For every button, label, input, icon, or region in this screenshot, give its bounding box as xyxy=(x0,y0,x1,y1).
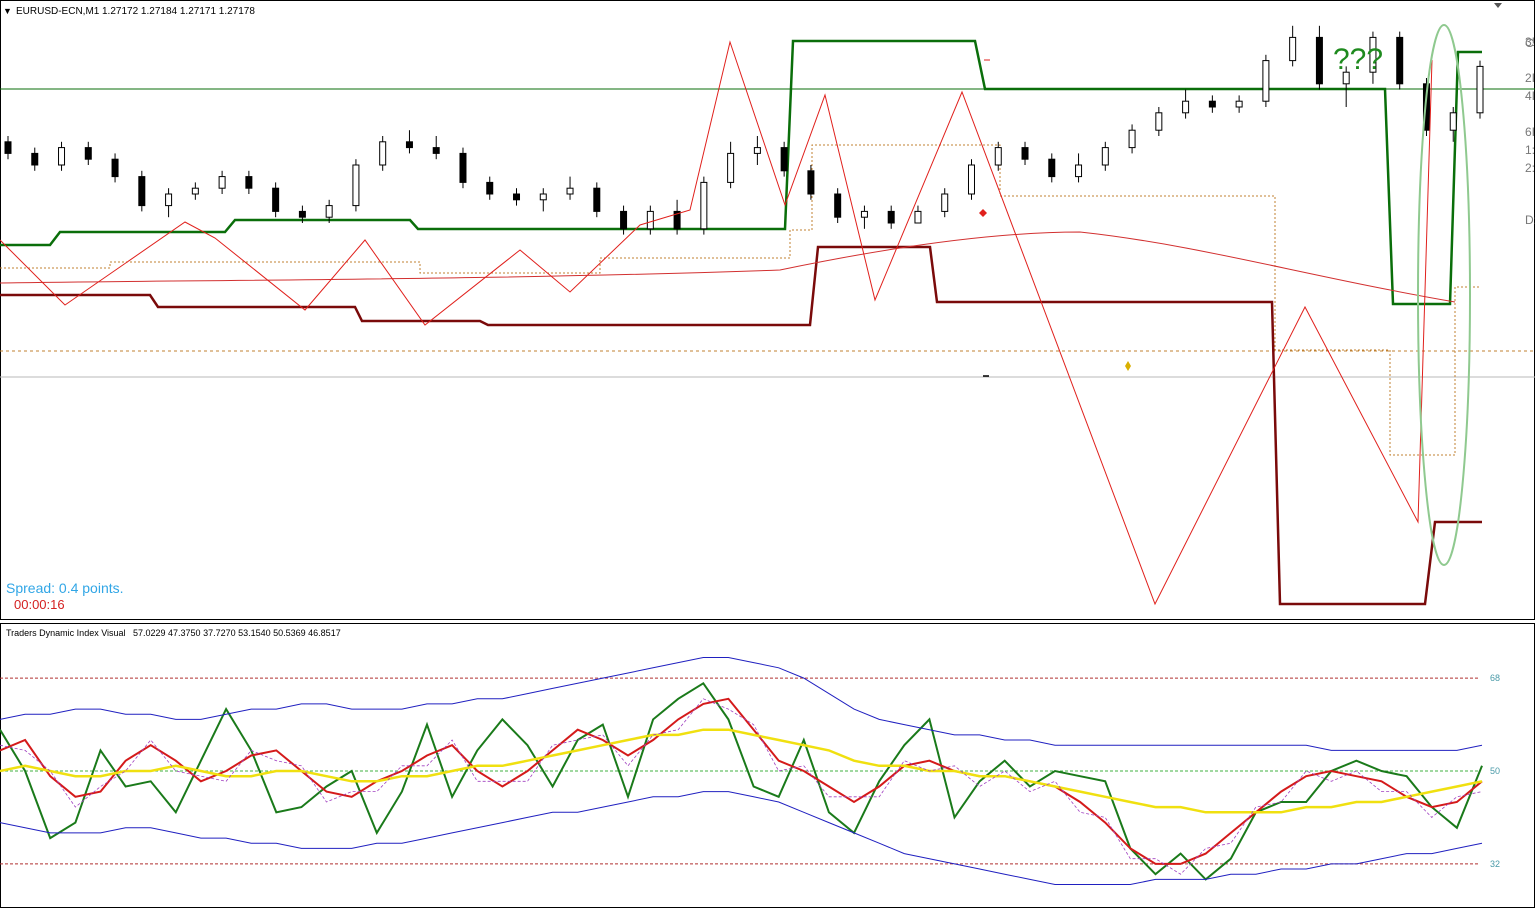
signal-marker-icon xyxy=(979,209,987,217)
candle-body xyxy=(941,193,949,212)
ohlc-readout: 1.27172 1.27184 1.27171 1.27178 xyxy=(102,6,255,17)
candle-body xyxy=(218,176,226,189)
upper-channel-line xyxy=(0,39,1482,306)
candle-body xyxy=(1182,100,1190,114)
candle-body xyxy=(84,147,92,160)
candle-body xyxy=(860,210,868,218)
candle-body xyxy=(352,164,360,207)
indicator-values: 57.0229 47.3750 37.7270 53.1540 50.5369 … xyxy=(133,628,341,638)
candle-body xyxy=(31,152,39,166)
candle-body xyxy=(673,210,681,230)
candle-body xyxy=(539,193,547,201)
candle-body xyxy=(1422,83,1430,131)
indicator-series-line xyxy=(0,728,1483,814)
fragment-6: 6I xyxy=(1525,125,1535,139)
candle-body xyxy=(111,158,119,178)
chart-shift-icon[interactable] xyxy=(1494,3,1502,8)
candle-body xyxy=(1369,36,1377,73)
fragment-c: C xyxy=(1525,36,1534,50)
indicator-series-line xyxy=(0,697,1483,865)
candle-body xyxy=(753,147,761,154)
candle-body xyxy=(58,147,66,166)
candle-body xyxy=(1396,36,1404,85)
chart-title: EURUSD-ECN,M1 xyxy=(16,6,100,17)
candle-body xyxy=(432,147,440,154)
candle-body xyxy=(727,152,735,183)
candle-body xyxy=(1262,60,1270,102)
candle-body xyxy=(887,210,895,224)
candle-body xyxy=(325,205,333,218)
candle-body xyxy=(272,187,280,212)
candle-body xyxy=(379,141,387,166)
candle-body xyxy=(967,164,975,195)
candle-body xyxy=(1208,100,1216,108)
candle-body xyxy=(1021,147,1029,160)
candle-body xyxy=(245,176,253,189)
indicator-series-line xyxy=(0,657,1483,751)
indicator-series-line xyxy=(0,791,1483,885)
indicator-frame[interactable] xyxy=(0,623,1535,908)
candle-body xyxy=(1075,164,1083,178)
candle-body xyxy=(780,147,788,172)
fragment-d: D: xyxy=(1525,213,1535,227)
candle-body xyxy=(1449,112,1457,131)
indicator-level-label: 50 xyxy=(1490,766,1500,776)
fragment-4: 4I xyxy=(1525,89,1535,103)
right-panel-fragments: C 3! 2I 4I 6I 1: 2: D: xyxy=(1525,35,1535,227)
indicator-title: Traders Dynamic Index Visual xyxy=(6,628,126,638)
candle-body xyxy=(191,187,199,195)
candles xyxy=(4,25,1484,235)
candle-body xyxy=(646,210,654,230)
candle-body xyxy=(4,141,12,154)
indicator-signal-line xyxy=(0,698,1483,875)
candle-body xyxy=(700,181,708,230)
candle-body xyxy=(513,193,521,201)
candle-body xyxy=(1155,112,1163,131)
arrow-marker-icon xyxy=(1125,361,1131,371)
candle-body xyxy=(1289,36,1297,62)
moving-average-line xyxy=(0,231,1456,303)
fragment-1: 1: xyxy=(1525,143,1535,157)
candle-body xyxy=(1342,71,1350,85)
candle-body xyxy=(486,181,494,195)
candle-body xyxy=(459,152,467,183)
indicator-plot: 68 50 32 xyxy=(0,657,1500,885)
candle-body xyxy=(593,187,601,212)
candle-body xyxy=(994,147,1002,166)
indicator-level-label: 68 xyxy=(1490,673,1500,683)
candle-body xyxy=(914,210,922,224)
main-chart-frame[interactable] xyxy=(0,0,1535,620)
highlight-ellipse xyxy=(1417,24,1471,566)
indicator-series-line xyxy=(0,681,1483,881)
candle-body xyxy=(834,193,842,218)
lower-channel-line xyxy=(0,245,1482,606)
candle-body xyxy=(1476,65,1484,114)
candle-body xyxy=(566,187,574,195)
candle-body xyxy=(1235,100,1243,108)
question-annotation: ??? xyxy=(1333,43,1383,76)
spread-label: Spread: 0.4 points. xyxy=(6,580,124,596)
candle-body xyxy=(298,210,306,218)
candle-body xyxy=(138,176,146,207)
fragment-2: 2I xyxy=(1525,71,1535,85)
candle-body xyxy=(1048,158,1056,178)
candle-body xyxy=(1128,129,1136,149)
candle-body xyxy=(405,141,413,149)
candle-body xyxy=(1101,147,1109,166)
indicator-level-label: 32 xyxy=(1490,859,1500,869)
menu-triangle-icon[interactable]: ▼ xyxy=(3,6,12,16)
candle-timer: 00:00:16 xyxy=(14,597,65,612)
candle-body xyxy=(165,193,173,207)
candle-body xyxy=(1315,36,1323,85)
candle-body xyxy=(620,210,628,230)
zigzag-line xyxy=(0,40,1433,606)
fragment-2b: 2: xyxy=(1525,161,1535,175)
candle-body xyxy=(807,170,815,195)
fragment-3: 3! xyxy=(1525,35,1535,49)
